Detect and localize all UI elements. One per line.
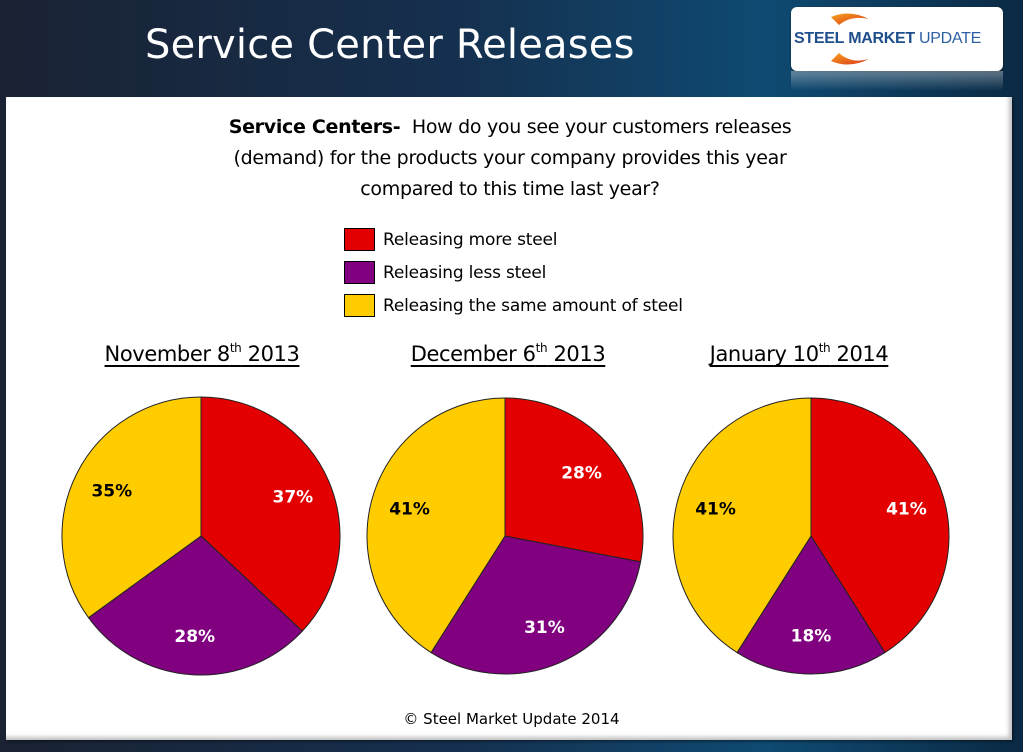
pie-chart-1: 28% 31% 41%: [366, 397, 644, 675]
pie-label-less: 18%: [791, 626, 832, 646]
legend-swatch-more: [344, 228, 375, 251]
pie-chart-2: 41% 18% 41%: [672, 397, 950, 675]
pie-title-jan-2014: January 10th 2014: [710, 342, 889, 366]
pie-title-text: November 8: [104, 342, 231, 366]
question-lead: Service Centers-: [228, 116, 401, 138]
legend-swatch-same: [344, 294, 375, 317]
pie-title-text: December 6: [410, 342, 536, 366]
pie-label-more: 41%: [886, 499, 927, 519]
pie-label-same: 41%: [389, 499, 430, 519]
pie-chart-0: 37% 28% 35%: [61, 396, 341, 676]
logo-update: UPDATE: [919, 30, 981, 47]
pie-slice-less: [736, 535, 886, 675]
legend-label: Releasing less steel: [383, 262, 547, 283]
pie-title-text: January 10: [709, 342, 819, 366]
legend-swatch-less: [344, 261, 375, 284]
pie-title-dec-2013: December 6th 2013: [411, 342, 606, 366]
pie-title-sup: th: [535, 341, 548, 355]
pie-label-less: 28%: [174, 627, 215, 647]
pie-label-more: 37%: [272, 487, 313, 507]
pie-label-less: 31%: [524, 618, 565, 638]
logo-text: STEEL MARKET UPDATE: [794, 30, 981, 48]
pie-title-year: 2013: [241, 342, 300, 366]
legend-item-same: Releasing the same amount of steel: [344, 289, 683, 322]
pie-label-same: 35%: [91, 482, 132, 502]
pie-title-sup: th: [818, 341, 831, 355]
survey-question: Service Centers- How do you see your cus…: [200, 112, 820, 205]
copyright-footer: © Steel Market Update 2014: [403, 710, 620, 728]
logo-swoosh-icon: [831, 13, 869, 65]
question-text: How do you see your customers releases (…: [233, 116, 792, 200]
legend-item-more: Releasing more steel: [344, 223, 683, 256]
pie-slice-same: [366, 397, 506, 654]
pie-slice-more: [200, 396, 341, 632]
steel-market-update-logo: STEEL MARKET UPDATE: [791, 7, 1003, 71]
pie-label-same: 41%: [695, 499, 736, 519]
pie-title-nov-2013: November 8th 2013: [105, 342, 300, 366]
pie-slice-more: [810, 397, 950, 654]
legend-label: Releasing the same amount of steel: [383, 295, 683, 316]
legend-label: Releasing more steel: [383, 229, 558, 250]
legend-item-less: Releasing less steel: [344, 256, 683, 289]
logo-market: MARKET: [848, 30, 915, 47]
logo-reflection: [791, 71, 1003, 91]
page-title: Service Center Releases: [145, 22, 635, 68]
pie-title-sup: th: [229, 341, 242, 355]
legend: Releasing more steel Releasing less stee…: [344, 223, 683, 322]
pie-label-more: 28%: [561, 464, 602, 484]
pie-slice-less: [87, 535, 304, 676]
pie-slice-more: [504, 397, 644, 563]
logo-steel: STEEL: [794, 30, 845, 47]
pie-title-year: 2014: [830, 342, 889, 366]
pie-title-year: 2013: [547, 342, 606, 366]
pie-slice-same: [61, 396, 202, 619]
pie-slice-same: [672, 397, 812, 654]
